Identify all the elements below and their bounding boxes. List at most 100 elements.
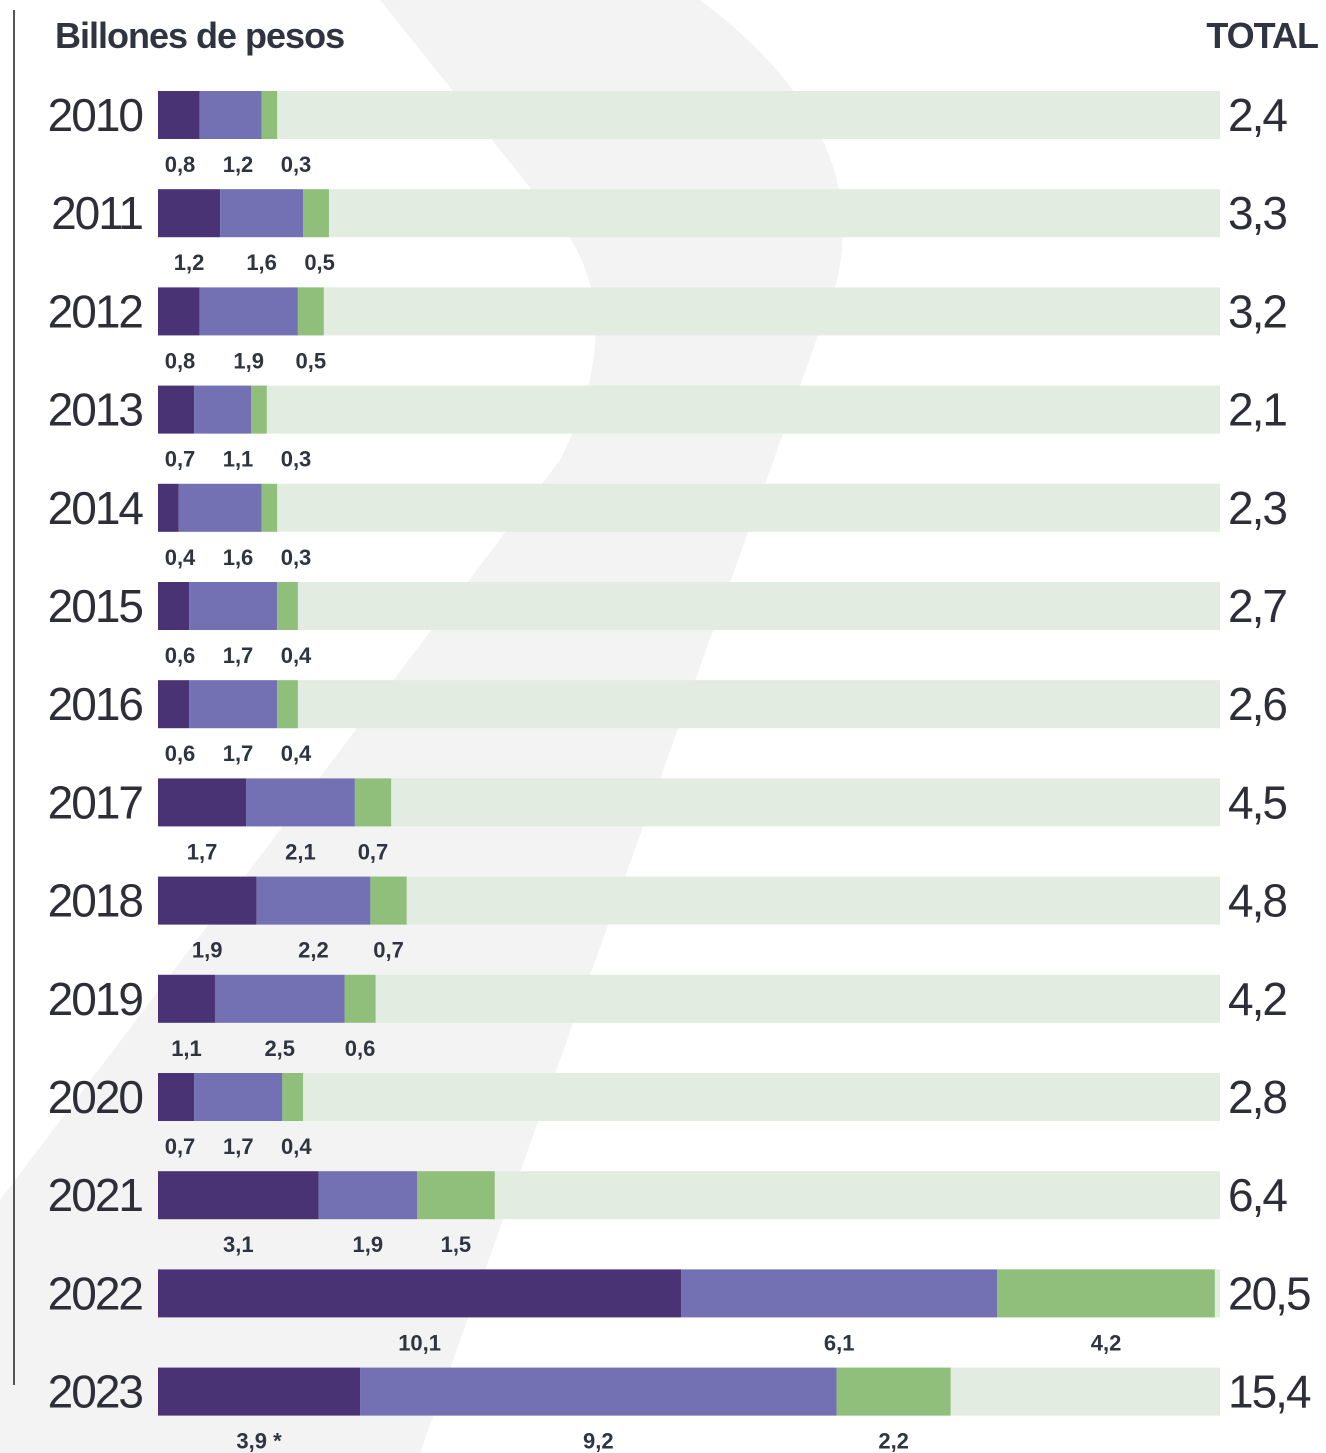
value-label: 0,5 xyxy=(296,348,327,373)
bar-segment xyxy=(360,1367,837,1416)
bar-segment xyxy=(158,189,221,238)
bar-track xyxy=(158,680,1220,729)
chart-title: Billones de pesos xyxy=(55,15,344,56)
value-label: 6,1 xyxy=(824,1330,855,1355)
bar-segment xyxy=(158,483,179,532)
value-label: 0,4 xyxy=(281,1134,312,1159)
bar-segment xyxy=(158,1269,682,1318)
total-label: 2,4 xyxy=(1228,89,1287,141)
bar-segment xyxy=(246,778,355,827)
bar-segment xyxy=(158,385,195,434)
value-label: 1,6 xyxy=(246,250,277,275)
value-label: 1,7 xyxy=(223,1134,254,1159)
category-label: 2014 xyxy=(48,482,144,534)
category-label: 2017 xyxy=(48,776,143,828)
value-label: 4,2 xyxy=(1091,1330,1122,1355)
bar-segment xyxy=(370,876,407,925)
bar-segment xyxy=(277,680,298,729)
value-label: 1,6 xyxy=(223,545,254,570)
value-label: 0,6 xyxy=(165,643,196,668)
bar-segment xyxy=(158,91,200,139)
value-label: 1,1 xyxy=(171,1036,202,1061)
total-header: TOTAL xyxy=(1206,15,1318,56)
value-label: 0,7 xyxy=(358,839,389,864)
value-label: 0,5 xyxy=(304,250,335,275)
bar-track xyxy=(158,1073,1220,1121)
value-label: 1,5 xyxy=(441,1232,472,1257)
bar-segment xyxy=(158,680,190,729)
value-label: 10,1 xyxy=(398,1330,441,1355)
bar-segment xyxy=(277,582,298,630)
bar-track xyxy=(158,287,1220,336)
category-label: 2010 xyxy=(48,89,143,141)
value-label: 3,9 * xyxy=(236,1429,282,1453)
bar-segment xyxy=(189,680,278,729)
total-label: 2,6 xyxy=(1228,678,1286,730)
bar-segment xyxy=(199,91,262,139)
bar-segment xyxy=(158,582,190,630)
category-label: 2021 xyxy=(48,1169,143,1221)
bar-track xyxy=(158,189,1220,238)
value-label: 0,3 xyxy=(281,447,312,472)
bar-segment xyxy=(261,91,278,139)
total-label: 2,3 xyxy=(1228,482,1286,534)
bar-segment xyxy=(836,1367,951,1416)
category-label: 2022 xyxy=(48,1267,143,1319)
value-label: 1,9 xyxy=(192,938,223,963)
bar-track xyxy=(158,483,1220,532)
category-label: 2012 xyxy=(48,285,143,337)
bar-segment xyxy=(303,189,329,238)
value-label: 0,3 xyxy=(281,152,312,177)
total-label: 2,8 xyxy=(1228,1071,1286,1123)
value-label: 0,6 xyxy=(345,1036,376,1061)
category-label: 2019 xyxy=(48,973,143,1025)
value-label: 2,2 xyxy=(878,1429,909,1453)
total-label: 6,4 xyxy=(1228,1169,1287,1221)
value-label: 1,2 xyxy=(223,152,254,177)
category-label: 2015 xyxy=(48,580,143,632)
bar-segment xyxy=(344,974,376,1023)
category-label: 2020 xyxy=(48,1071,143,1123)
value-label: 1,9 xyxy=(353,1232,384,1257)
bar-segment xyxy=(681,1269,998,1318)
value-label: 1,7 xyxy=(187,839,218,864)
bar-segment xyxy=(318,1171,418,1220)
bar-segment xyxy=(158,974,215,1023)
total-label: 2,7 xyxy=(1228,580,1286,632)
value-label: 0,4 xyxy=(281,643,312,668)
value-label: 1,7 xyxy=(223,741,254,766)
bar-segment xyxy=(158,1171,319,1220)
bar-segment xyxy=(297,287,324,336)
bar-segment xyxy=(220,189,304,238)
bar-track xyxy=(158,91,1220,139)
category-label: 2013 xyxy=(48,384,143,436)
bar-segment xyxy=(158,1073,195,1121)
total-label: 2,1 xyxy=(1228,384,1286,436)
total-label: 3,2 xyxy=(1228,285,1286,337)
value-label: 0,7 xyxy=(165,447,196,472)
bar-segment xyxy=(199,287,298,336)
value-label: 1,7 xyxy=(223,643,254,668)
value-label: 2,5 xyxy=(264,1036,295,1061)
bar-segment xyxy=(251,385,267,434)
value-label: 2,2 xyxy=(298,938,329,963)
category-label: 2023 xyxy=(48,1366,143,1418)
value-label: 0,4 xyxy=(281,741,312,766)
bar-segment xyxy=(261,483,278,532)
value-label: 1,2 xyxy=(174,250,205,275)
total-label: 3,3 xyxy=(1228,187,1286,239)
value-label: 2,1 xyxy=(285,839,316,864)
bar-segment xyxy=(178,483,262,532)
category-label: 2016 xyxy=(48,678,143,730)
bar-segment xyxy=(194,1073,283,1121)
bar-segment xyxy=(214,974,345,1023)
value-label: 3,1 xyxy=(223,1232,254,1257)
bar-segment xyxy=(282,1073,304,1121)
total-label: 4,5 xyxy=(1228,776,1286,828)
bar-segment xyxy=(158,1367,361,1416)
value-label: 1,9 xyxy=(233,348,264,373)
value-label: 0,4 xyxy=(165,545,196,570)
bar-track xyxy=(158,582,1220,630)
total-label: 15,4 xyxy=(1228,1366,1311,1418)
